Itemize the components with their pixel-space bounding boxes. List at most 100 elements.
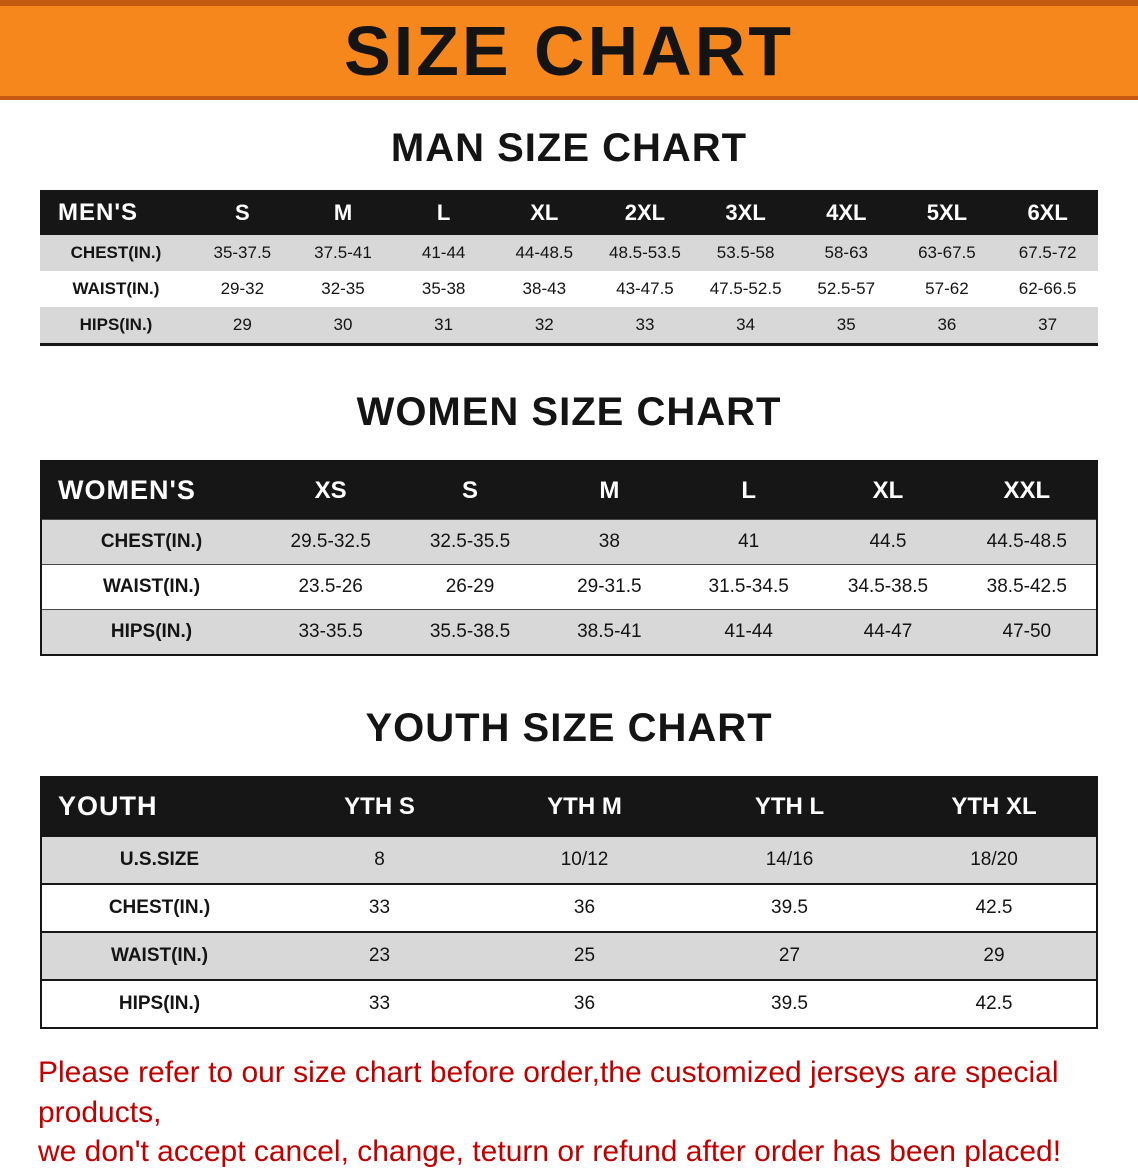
row-label: HIPS(IN.) xyxy=(79,315,153,334)
column-header: YTH XL xyxy=(951,792,1037,820)
women-section-heading: WOMEN SIZE CHART xyxy=(356,390,782,434)
value-cell: 30 xyxy=(333,315,353,334)
value-cell: 36 xyxy=(573,993,596,1014)
value-cell: 18/20 xyxy=(970,849,1018,870)
column-header: 3XL xyxy=(725,200,766,225)
value-cell: 8 xyxy=(374,849,385,870)
table-row: CHEST(IN.) 29.5-32.5 32.5-35.5 38 41 44.5 44.5… xyxy=(41,519,1097,565)
column-header: M xyxy=(333,200,353,225)
women-table-header-row: WOMEN'S XS S M L XL XXL xyxy=(41,461,1097,520)
value-cell: 41 xyxy=(738,531,760,552)
men-section-heading: MAN SIZE CHART xyxy=(390,126,748,170)
value-cell: 37 xyxy=(1038,315,1058,334)
table-row: WAIST(IN.) 23 25 27 29 xyxy=(41,932,1097,980)
value-cell: 44-47 xyxy=(863,621,913,642)
value-cell: 33 xyxy=(368,897,391,918)
value-cell: 43-47.5 xyxy=(616,279,674,298)
table-row: HIPS(IN.) 33 36 39.5 42.5 xyxy=(41,980,1097,1028)
value-cell: 42.5 xyxy=(975,897,1013,918)
size-chart-banner: SIZE CHART xyxy=(0,0,1138,100)
value-cell: 27 xyxy=(778,945,801,966)
column-header: 5XL xyxy=(926,200,968,225)
youth-size-table: YOUTH YTH S YTH M YTH L YTH XL U.S.SIZE 8 10/1… xyxy=(40,776,1098,1029)
value-cell: 53.5-58 xyxy=(716,243,775,262)
column-header: 6XL xyxy=(1027,200,1068,225)
value-cell: 34.5-38.5 xyxy=(847,576,929,597)
value-cell: 44.5-48.5 xyxy=(986,531,1067,552)
value-cell: 38-43 xyxy=(522,279,567,298)
value-cell: 25 xyxy=(573,945,596,966)
table-row: HIPS(IN.) 33-35.5 35.5-38.5 38.5-41 41-44 44-… xyxy=(41,609,1097,655)
value-cell: 37.5-41 xyxy=(314,243,372,262)
table-row: HIPS(IN.) 29 30 31 32 33 34 35 36 37 xyxy=(40,307,1098,345)
women-size-table: WOMEN'S XS S M L XL XXL CHEST(IN.) 29.5-32.5 32.… xyxy=(40,460,1098,656)
table-row: CHEST(IN.) 35-37.5 37.5-41 41-44 44-48.5 48.5… xyxy=(40,235,1098,271)
value-cell: 33 xyxy=(635,315,655,334)
value-cell: 34 xyxy=(736,315,756,334)
value-cell: 29 xyxy=(983,945,1005,966)
value-cell: 62-66.5 xyxy=(1018,279,1077,298)
value-cell: 58-63 xyxy=(824,243,868,262)
value-cell: 31 xyxy=(434,315,454,334)
value-cell: 32 xyxy=(534,315,554,334)
value-cell: 39.5 xyxy=(771,897,808,918)
value-cell: 47-50 xyxy=(1002,621,1052,642)
column-header: XL xyxy=(530,200,559,225)
value-cell: 23.5-26 xyxy=(298,576,363,597)
men-table-header-row: MEN'S S M L XL 2XL 3XL 4XL 5XL 6XL xyxy=(40,190,1098,235)
value-cell: 63-67.5 xyxy=(918,243,976,262)
value-cell: 38 xyxy=(598,531,620,552)
column-header: S xyxy=(234,200,250,225)
disclaimer-line-2: we don't accept cancel, change, teturn o… xyxy=(38,1135,1062,1169)
value-cell: 35 xyxy=(836,315,856,334)
row-label: CHEST(IN.) xyxy=(108,897,211,918)
row-label: WAIST(IN.) xyxy=(102,576,201,597)
column-header: YTH L xyxy=(754,792,825,820)
value-cell: 35.5-38.5 xyxy=(429,621,511,642)
youth-size-section: YOUTH SIZE CHART YOUTH YTH S YTH M YTH L YTH… xyxy=(0,706,1138,1029)
value-cell: 44.5 xyxy=(869,531,907,552)
table-row: WAIST(IN.) 29-32 32-35 35-38 38-43 43-47.5 47.… xyxy=(40,271,1098,307)
value-cell: 14/16 xyxy=(765,849,814,870)
column-header: S xyxy=(461,476,478,504)
value-cell: 26-29 xyxy=(445,576,495,597)
table-title-cell: WOMEN'S xyxy=(58,475,196,505)
row-label: U.S.SIZE xyxy=(119,849,200,870)
row-label: HIPS(IN.) xyxy=(118,993,201,1014)
value-cell: 47.5-52.5 xyxy=(709,279,782,298)
youth-section-heading: YOUTH SIZE CHART xyxy=(365,706,773,750)
value-cell: 32-35 xyxy=(321,279,365,298)
men-size-section: MAN SIZE CHART MEN'S S M L XL 2XL 3XL 4XL 5XL 6XL… xyxy=(0,126,1138,346)
table-row: U.S.SIZE 8 10/12 14/16 18/20 xyxy=(41,836,1097,884)
value-cell: 39.5 xyxy=(771,993,808,1014)
value-cell: 36 xyxy=(573,897,596,918)
value-cell: 48.5-53.5 xyxy=(609,243,681,262)
disclaimer-line-1: Please refer to our size chart before or… xyxy=(38,1056,1059,1129)
value-cell: 35-38 xyxy=(421,279,466,298)
value-cell: 38.5-41 xyxy=(577,621,642,642)
row-label: WAIST(IN.) xyxy=(72,279,160,298)
page-title: SIZE CHART xyxy=(344,12,794,90)
youth-table-header-row: YOUTH YTH S YTH M YTH L YTH XL xyxy=(41,777,1097,836)
women-size-section: WOMEN SIZE CHART WOMEN'S XS S M L XL XXL CHEST… xyxy=(0,390,1138,656)
column-header: XXL xyxy=(1003,476,1051,504)
row-label: CHEST(IN.) xyxy=(100,531,203,552)
column-header: YTH S xyxy=(344,792,415,820)
row-label: CHEST(IN.) xyxy=(70,243,162,262)
column-header: L xyxy=(741,476,756,504)
value-cell: 42.5 xyxy=(975,993,1013,1014)
value-cell: 41-44 xyxy=(724,621,773,642)
value-cell: 23 xyxy=(368,945,391,966)
value-cell: 41-44 xyxy=(421,243,466,262)
row-label: HIPS(IN.) xyxy=(110,621,193,642)
value-cell: 31.5-34.5 xyxy=(708,576,789,597)
value-cell: 29-32 xyxy=(220,279,265,298)
value-cell: 32.5-35.5 xyxy=(429,531,511,552)
column-header: YTH M xyxy=(547,792,622,820)
value-cell: 33-35.5 xyxy=(298,621,363,642)
table-title-cell: YOUTH xyxy=(58,791,158,821)
value-cell: 44-48.5 xyxy=(515,243,574,262)
value-cell: 29.5-32.5 xyxy=(290,531,371,552)
column-header: 4XL xyxy=(826,200,867,225)
row-label: WAIST(IN.) xyxy=(110,945,209,966)
